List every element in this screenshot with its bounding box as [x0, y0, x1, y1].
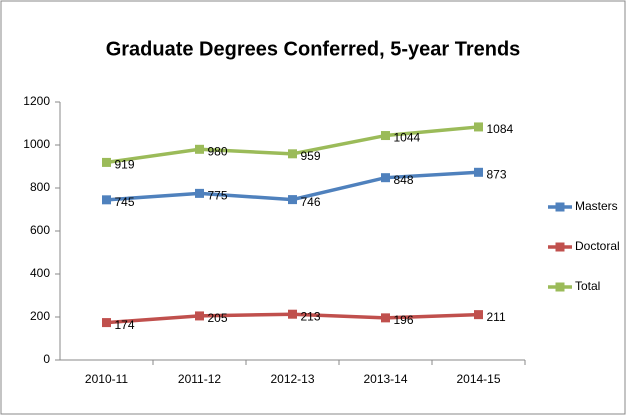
- legend-marker: [555, 202, 565, 212]
- x-tick-label: 2013-14: [363, 372, 407, 386]
- marker: [474, 122, 483, 132]
- data-label: 959: [301, 149, 321, 163]
- y-tick-label: 400: [30, 266, 50, 280]
- data-label: 746: [301, 195, 321, 209]
- marker: [288, 149, 297, 159]
- marker: [474, 167, 483, 177]
- legend-marker: [555, 282, 565, 292]
- x-tick-label: 2014-15: [456, 372, 500, 386]
- marker: [195, 311, 204, 321]
- x-tick-label: 2012-13: [270, 372, 314, 386]
- data-label: 848: [394, 173, 414, 187]
- marker: [381, 131, 390, 141]
- marker: [195, 188, 204, 198]
- legend-label: Doctoral: [575, 239, 620, 253]
- y-tick-label: 600: [30, 223, 50, 237]
- data-label: 174: [115, 318, 135, 332]
- marker: [381, 173, 390, 183]
- x-tick-label: 2011-12: [178, 372, 221, 386]
- data-label: 1044: [394, 131, 421, 145]
- legend-label: Total: [575, 279, 600, 293]
- data-label: 205: [208, 311, 228, 325]
- chart-title: Graduate Degrees Conferred, 5-year Trend…: [106, 38, 521, 60]
- data-label: 919: [115, 158, 135, 172]
- data-label: 873: [487, 167, 507, 181]
- x-tick-label: 2010-11: [85, 372, 128, 386]
- data-label: 211: [487, 310, 506, 324]
- data-label: 196: [394, 313, 414, 327]
- marker: [102, 157, 111, 167]
- data-label: 213: [301, 309, 321, 323]
- marker: [474, 310, 483, 320]
- data-label: 1084: [487, 122, 514, 136]
- marker: [102, 195, 111, 205]
- y-tick-label: 1200: [23, 94, 50, 108]
- legend-label: Masters: [575, 199, 618, 213]
- marker: [195, 144, 204, 154]
- y-tick-label: 0: [43, 352, 50, 366]
- y-tick-label: 200: [30, 309, 50, 323]
- marker: [288, 195, 297, 205]
- y-tick-label: 800: [30, 180, 50, 194]
- data-label: 775: [208, 189, 228, 203]
- data-label: 745: [115, 195, 135, 209]
- y-tick-label: 1000: [23, 137, 50, 151]
- marker: [102, 318, 111, 328]
- marker: [381, 313, 390, 323]
- data-label: 980: [208, 144, 228, 158]
- legend-marker: [555, 242, 565, 252]
- marker: [288, 309, 297, 319]
